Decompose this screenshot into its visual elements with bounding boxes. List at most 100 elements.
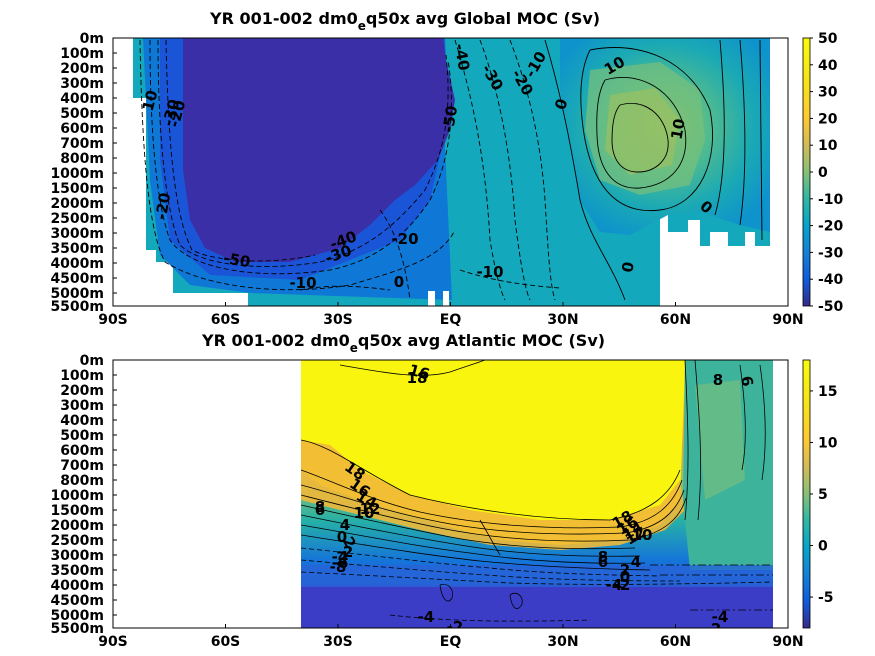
y-tick-label: 3500m [50,563,104,579]
contour-label: -40 [451,42,473,72]
x-tick-label: EQ [440,312,462,328]
x-tick-label: 30S [323,634,353,650]
colorbar-tick-label: 15 [818,384,837,400]
colorbar-tick-label: -40 [818,272,844,288]
contour-label: 12 [360,500,381,518]
contour-label: 18 [407,369,428,387]
y-tick-label: 5500m [50,621,104,637]
contour-label: -50 [439,104,461,134]
global-title: YR 001-002 dm0eq50x avg Global MOC (Sv) [209,9,600,33]
atlantic-colorbar [802,359,811,629]
x-tick-label: 60S [211,312,241,328]
y-tick-label: 5000m [50,608,104,624]
y-tick-label: 300m [60,76,104,92]
y-tick-label: 600m [60,443,104,459]
colorbar-tick-label: 10 [818,138,838,154]
colorbar-tick-label: 0 [818,165,828,181]
x-tick-label: EQ [440,634,462,650]
contour-label: 4 [631,553,641,571]
y-tick-label: 2000m [50,518,104,534]
y-tick-label: 2000m [50,196,104,212]
colorbar-tick-label: 10 [818,435,838,451]
contour-label: 6 [598,553,608,571]
atlantic-moc-panel: YR 001-002 dm0eq50x avg Atlantic MOC (Sv… [50,331,837,650]
contour-label: -6 [332,554,349,572]
y-tick-label: 600m [60,121,104,137]
colorbar-tick-label: -10 [818,192,844,208]
y-tick-label: 4000m [50,256,104,272]
y-tick-label: 3000m [50,226,104,242]
contour-label: 0 [618,260,638,273]
contour-label: -4 [418,608,435,626]
colorbar-tick-label: -5 [818,590,834,606]
contour-label: 4 [340,516,350,534]
atlantic-contours [300,360,774,622]
y-tick-label: 5500m [50,299,104,315]
x-tick-label: 60S [211,634,241,650]
y-tick-label: 3500m [50,241,104,257]
contour-label: 0 [394,273,404,291]
contour-label: 6 [315,501,325,519]
colorbar-tick-label: 0 [818,539,828,555]
contour-label: 16 [407,361,432,384]
contour-label: -2 [705,620,722,638]
y-tick-label: 800m [60,473,104,489]
contour-label: -50 [222,249,252,271]
x-tick-label: 30N [547,634,578,650]
y-tick-label: 100m [60,368,104,384]
contour-label: 10 [632,526,653,544]
contour-label: -10 [476,263,503,281]
y-tick-label: 4500m [50,593,104,609]
y-tick-label: 1000m [50,488,104,504]
global-moc-panel: YR 001-002 dm0eq50x avg Global MOC (Sv) [50,9,843,328]
colorbar-tick-label: 50 [818,31,838,47]
x-tick-label: 90S [98,312,128,328]
y-tick-label: 1500m [50,181,104,197]
contour-label: 0 [337,528,347,546]
y-tick-label: 2500m [50,211,104,227]
global-colorbar [802,37,811,307]
y-tick-label: 2500m [50,533,104,549]
contour-label: -8 [330,558,347,576]
atlantic-title: YR 001-002 dm0eq50x avg Atlantic MOC (Sv… [201,331,605,355]
contour-label: -20 [152,191,174,221]
y-tick-label: 4000m [50,578,104,594]
x-tick-label: 90N [772,312,803,328]
y-tick-label: 700m [60,136,104,152]
x-tick-label: 90N [772,634,803,650]
contour-label: 10 [139,88,162,113]
y-tick-label: 800m [60,151,104,167]
contour-label: 6 [737,374,757,387]
contour-label: -2 [614,576,631,594]
colorbar-tick-label: 30 [818,85,838,101]
colorbar-tick-label: -20 [818,219,844,235]
y-tick-label: 500m [60,428,104,444]
colorbar-tick-label: -50 [818,299,844,315]
x-tick-label: 60N [660,634,691,650]
colorbar-tick-label: 20 [818,111,838,127]
global-heatmap: 10-30-20-40-30 -10 10-200-50 10-20 0-40-30-5… [113,38,788,306]
y-tick-label: 0m [80,353,104,369]
contour-label: 8 [598,548,608,566]
colorbar-tick-label: 40 [818,58,838,74]
y-tick-label: 400m [60,91,104,107]
y-tick-label: 400m [60,413,104,429]
y-tick-label: 4500m [50,271,104,287]
contour-label: -4 [606,576,623,594]
contour-label: 10 [354,504,375,522]
y-tick-label: 200m [60,383,104,399]
contour-label: 10 [667,117,688,141]
x-tick-label: 30N [547,312,578,328]
colorbar-tick-label: 5 [818,487,828,503]
x-tick-label: 30S [323,312,353,328]
y-tick-label: 0m [80,31,104,47]
colorbar-tick-label: -30 [818,245,844,261]
contour-label: 8 [315,498,325,516]
contour-label: 0 [620,568,630,586]
y-tick-label: 300m [60,398,104,414]
y-tick-label: 700m [60,458,104,474]
x-tick-label: 60N [660,312,691,328]
contour-label: -4 [712,608,729,626]
